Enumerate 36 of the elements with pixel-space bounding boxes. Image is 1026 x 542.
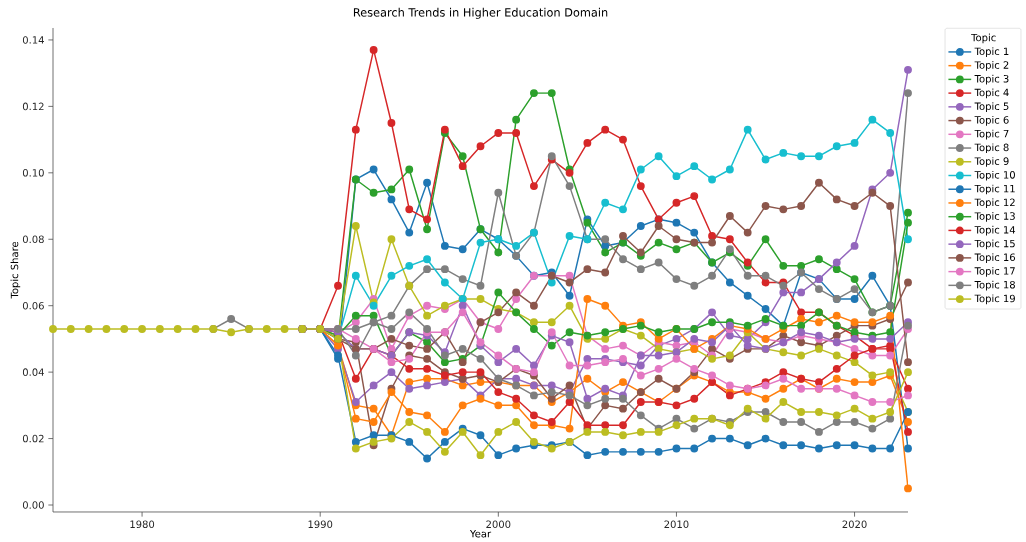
legend-label: Topic 18 xyxy=(974,280,1015,291)
x-axis-title: Year xyxy=(469,530,492,538)
legend-label: Topic 12 xyxy=(974,198,1015,209)
x-tick-label: 2000 xyxy=(486,520,511,529)
chart-title: Research Trends in Higher Education Domain xyxy=(353,7,608,19)
y-tick-label: 0.08 xyxy=(22,235,44,244)
legend-label: Topic 15 xyxy=(974,239,1015,250)
legend-label: Topic 5 xyxy=(974,102,1009,112)
legend-label: Topic 1 xyxy=(974,47,1009,57)
y-axis-title: Topic Share xyxy=(10,241,21,299)
legend-label: Topic 4 xyxy=(974,88,1009,99)
y-tick-label: 0.12 xyxy=(22,102,44,111)
legend-label: Topic 8 xyxy=(974,143,1009,154)
y-tick-label: 0.10 xyxy=(22,169,44,177)
legend-title: Topic xyxy=(971,33,996,44)
x-tick-label: 1990 xyxy=(308,520,333,529)
y-tick-label: 0.04 xyxy=(22,368,44,376)
legend-label: Topic 16 xyxy=(974,253,1016,263)
y-tick-label: 0.00 xyxy=(22,501,44,509)
legend-label: Topic 17 xyxy=(974,267,1015,277)
y-tick-label: 0.06 xyxy=(22,301,44,310)
x-tick-label: 2010 xyxy=(664,520,689,529)
legend-label: Topic 6 xyxy=(974,115,1009,126)
legend-label: Topic 3 xyxy=(974,74,1009,85)
legend-label: Topic 7 xyxy=(974,129,1009,140)
legend-label: Topic 2 xyxy=(974,61,1009,71)
legend-label: Topic 13 xyxy=(974,212,1015,222)
y-tick-label: 0.14 xyxy=(22,36,44,44)
legend-label: Topic 10 xyxy=(974,170,1015,181)
x-tick-label: 2020 xyxy=(842,520,867,529)
legend-label: Topic 11 xyxy=(974,184,1015,195)
legend-label: Topic 14 xyxy=(974,225,1016,236)
x-tick-label: 1980 xyxy=(130,520,155,529)
legend-label: Topic 19 xyxy=(974,294,1015,305)
legend-label: Topic 9 xyxy=(974,157,1009,167)
y-tick-label: 0.02 xyxy=(22,434,44,443)
